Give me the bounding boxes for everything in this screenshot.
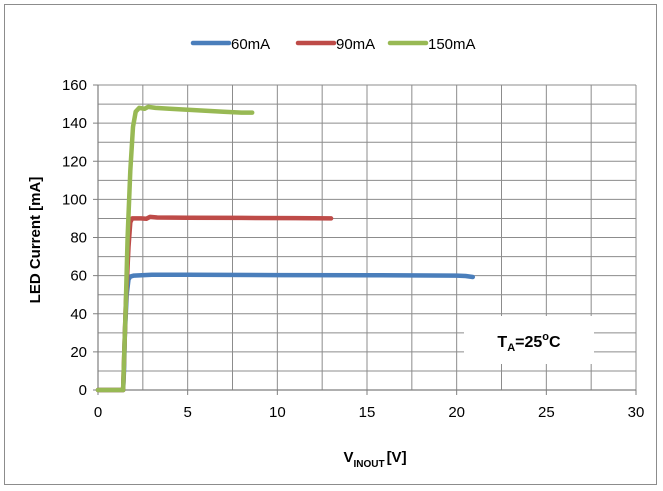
series-lines — [95, 104, 476, 393]
y-tick-label: 160 — [62, 77, 87, 94]
annotation-main: T — [497, 334, 507, 351]
annotation-sup: o — [542, 331, 549, 343]
x-axis-label: VINOUT [V] — [343, 449, 406, 470]
x-tick-label: 5 — [183, 404, 191, 421]
y-tick-label: 140 — [62, 115, 87, 132]
chart-frame — [4, 4, 657, 485]
x-tick-label: 30 — [628, 404, 645, 421]
y-tick-labels: 0 20 40 60 80 100 120 140 160 — [62, 77, 87, 399]
series-line-90mA — [95, 214, 334, 393]
legend: 60mA 90mA 150mA — [190, 36, 476, 53]
temperature-annotation: TA=25oC — [464, 316, 594, 364]
x-axis-label-sub: INOUT — [353, 459, 384, 470]
legend-label-90mA: 90mA — [336, 36, 375, 53]
x-tick-label: 10 — [269, 404, 286, 421]
annotation-text: TA=25oC — [497, 331, 561, 354]
legend-label-60mA: 60mA — [231, 36, 270, 53]
annotation-box — [464, 316, 594, 364]
x-axis-label-main: V — [343, 449, 353, 466]
y-tick-label: 20 — [70, 344, 87, 361]
annotation-rest: =25 — [515, 334, 542, 351]
y-tick-label: 100 — [62, 191, 87, 208]
x-axis-label-unit: [V] — [387, 449, 407, 466]
x-tick-labels: 0 5 10 15 20 25 30 — [94, 404, 645, 421]
y-tick-label: 0 — [79, 382, 87, 399]
y-tick-label: 120 — [62, 153, 87, 170]
x-tick-label: 15 — [359, 404, 376, 421]
annotation-sub: A — [507, 342, 515, 354]
x-tick-label: 20 — [448, 404, 465, 421]
annotation-unit: C — [549, 334, 561, 351]
y-tick-label: 40 — [70, 306, 87, 323]
legend-label-150mA: 150mA — [428, 36, 476, 53]
y-axis-label: LED Current [mA] — [27, 177, 44, 304]
axes — [93, 84, 637, 395]
x-tick-label: 0 — [94, 404, 102, 421]
series-line-150mA — [95, 104, 255, 393]
x-tick-label: 25 — [538, 404, 555, 421]
y-tick-label: 60 — [70, 268, 87, 285]
y-tick-label: 80 — [70, 230, 87, 247]
